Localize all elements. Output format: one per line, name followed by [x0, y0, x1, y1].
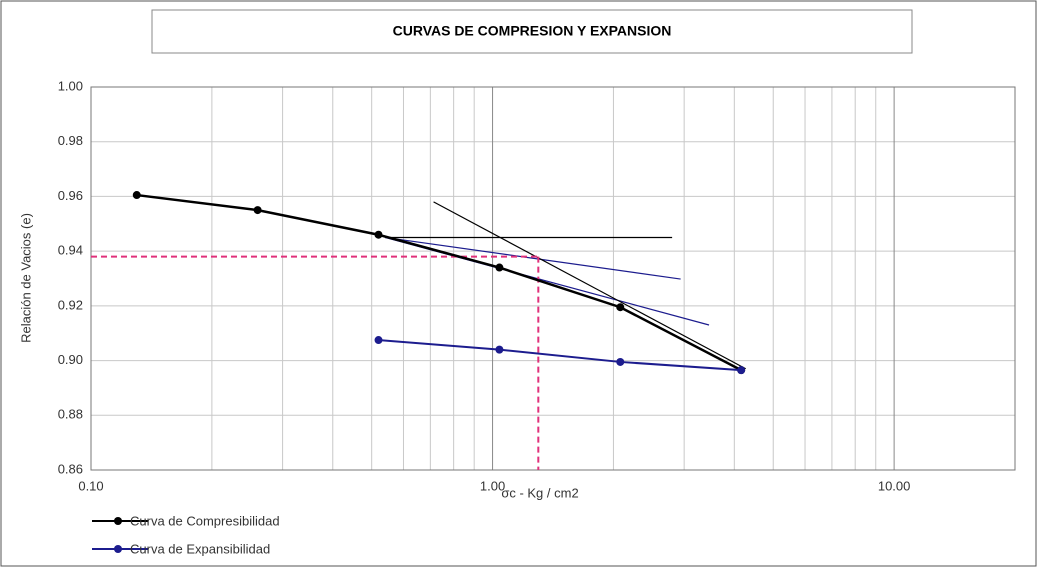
- y-tick-label: 0.98: [58, 133, 83, 148]
- data-point: [374, 230, 383, 239]
- legend-marker: [114, 545, 122, 553]
- data-point: [495, 263, 504, 272]
- x-axis-label: σc - Kg / cm2: [501, 485, 578, 500]
- data-point: [132, 191, 141, 200]
- y-tick-label: 0.94: [58, 243, 83, 258]
- data-point: [253, 206, 262, 215]
- construction-line: [385, 236, 681, 280]
- data-point: [737, 366, 746, 375]
- x-tick-label: 0.10: [78, 478, 103, 493]
- data-point: [495, 345, 504, 354]
- data-point: [616, 303, 625, 312]
- y-tick-label: 0.90: [58, 352, 83, 367]
- y-tick-label: 1.00: [58, 78, 83, 93]
- plot-frame: [90, 86, 1016, 471]
- series-line: [378, 339, 742, 372]
- legend-label: Curva de Compresibilidad: [130, 513, 280, 528]
- legend-label: Curva de Expansibilidad: [130, 541, 270, 556]
- title-box: [151, 9, 913, 54]
- y-tick-label: 0.88: [58, 407, 83, 422]
- series-line: [136, 193, 742, 372]
- y-tick-label: 0.96: [58, 188, 83, 203]
- data-point: [616, 357, 625, 366]
- x-tick-label: 10.00: [878, 478, 911, 493]
- data-point: [374, 336, 383, 345]
- y-tick-label: 0.92: [58, 297, 83, 312]
- chart-title: CURVAS DE COMPRESION Y EXPANSION: [393, 23, 672, 39]
- y-axis-label: Relación de Vacios (e): [18, 213, 33, 343]
- plot-area: [90, 86, 1016, 471]
- x-tick-label: 1.00: [480, 478, 505, 493]
- y-tick-label: 0.86: [58, 461, 83, 476]
- construction-line: [433, 201, 746, 370]
- legend-marker: [114, 517, 122, 525]
